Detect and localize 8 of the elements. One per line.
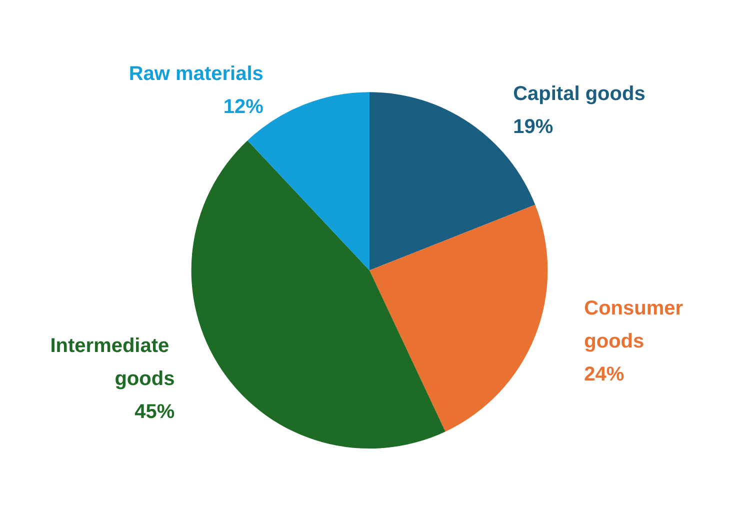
data-label: 45% (134, 400, 175, 423)
data-label: 19% (513, 116, 554, 138)
data-label: 24% (584, 363, 624, 386)
slice-label: Capital goods (513, 83, 646, 106)
slice-label: Intermediate goods (50, 334, 175, 390)
slice-label: Raw materials (128, 63, 264, 86)
data-label: 12% (223, 96, 264, 118)
slice-label: Consumer goods (584, 297, 689, 352)
